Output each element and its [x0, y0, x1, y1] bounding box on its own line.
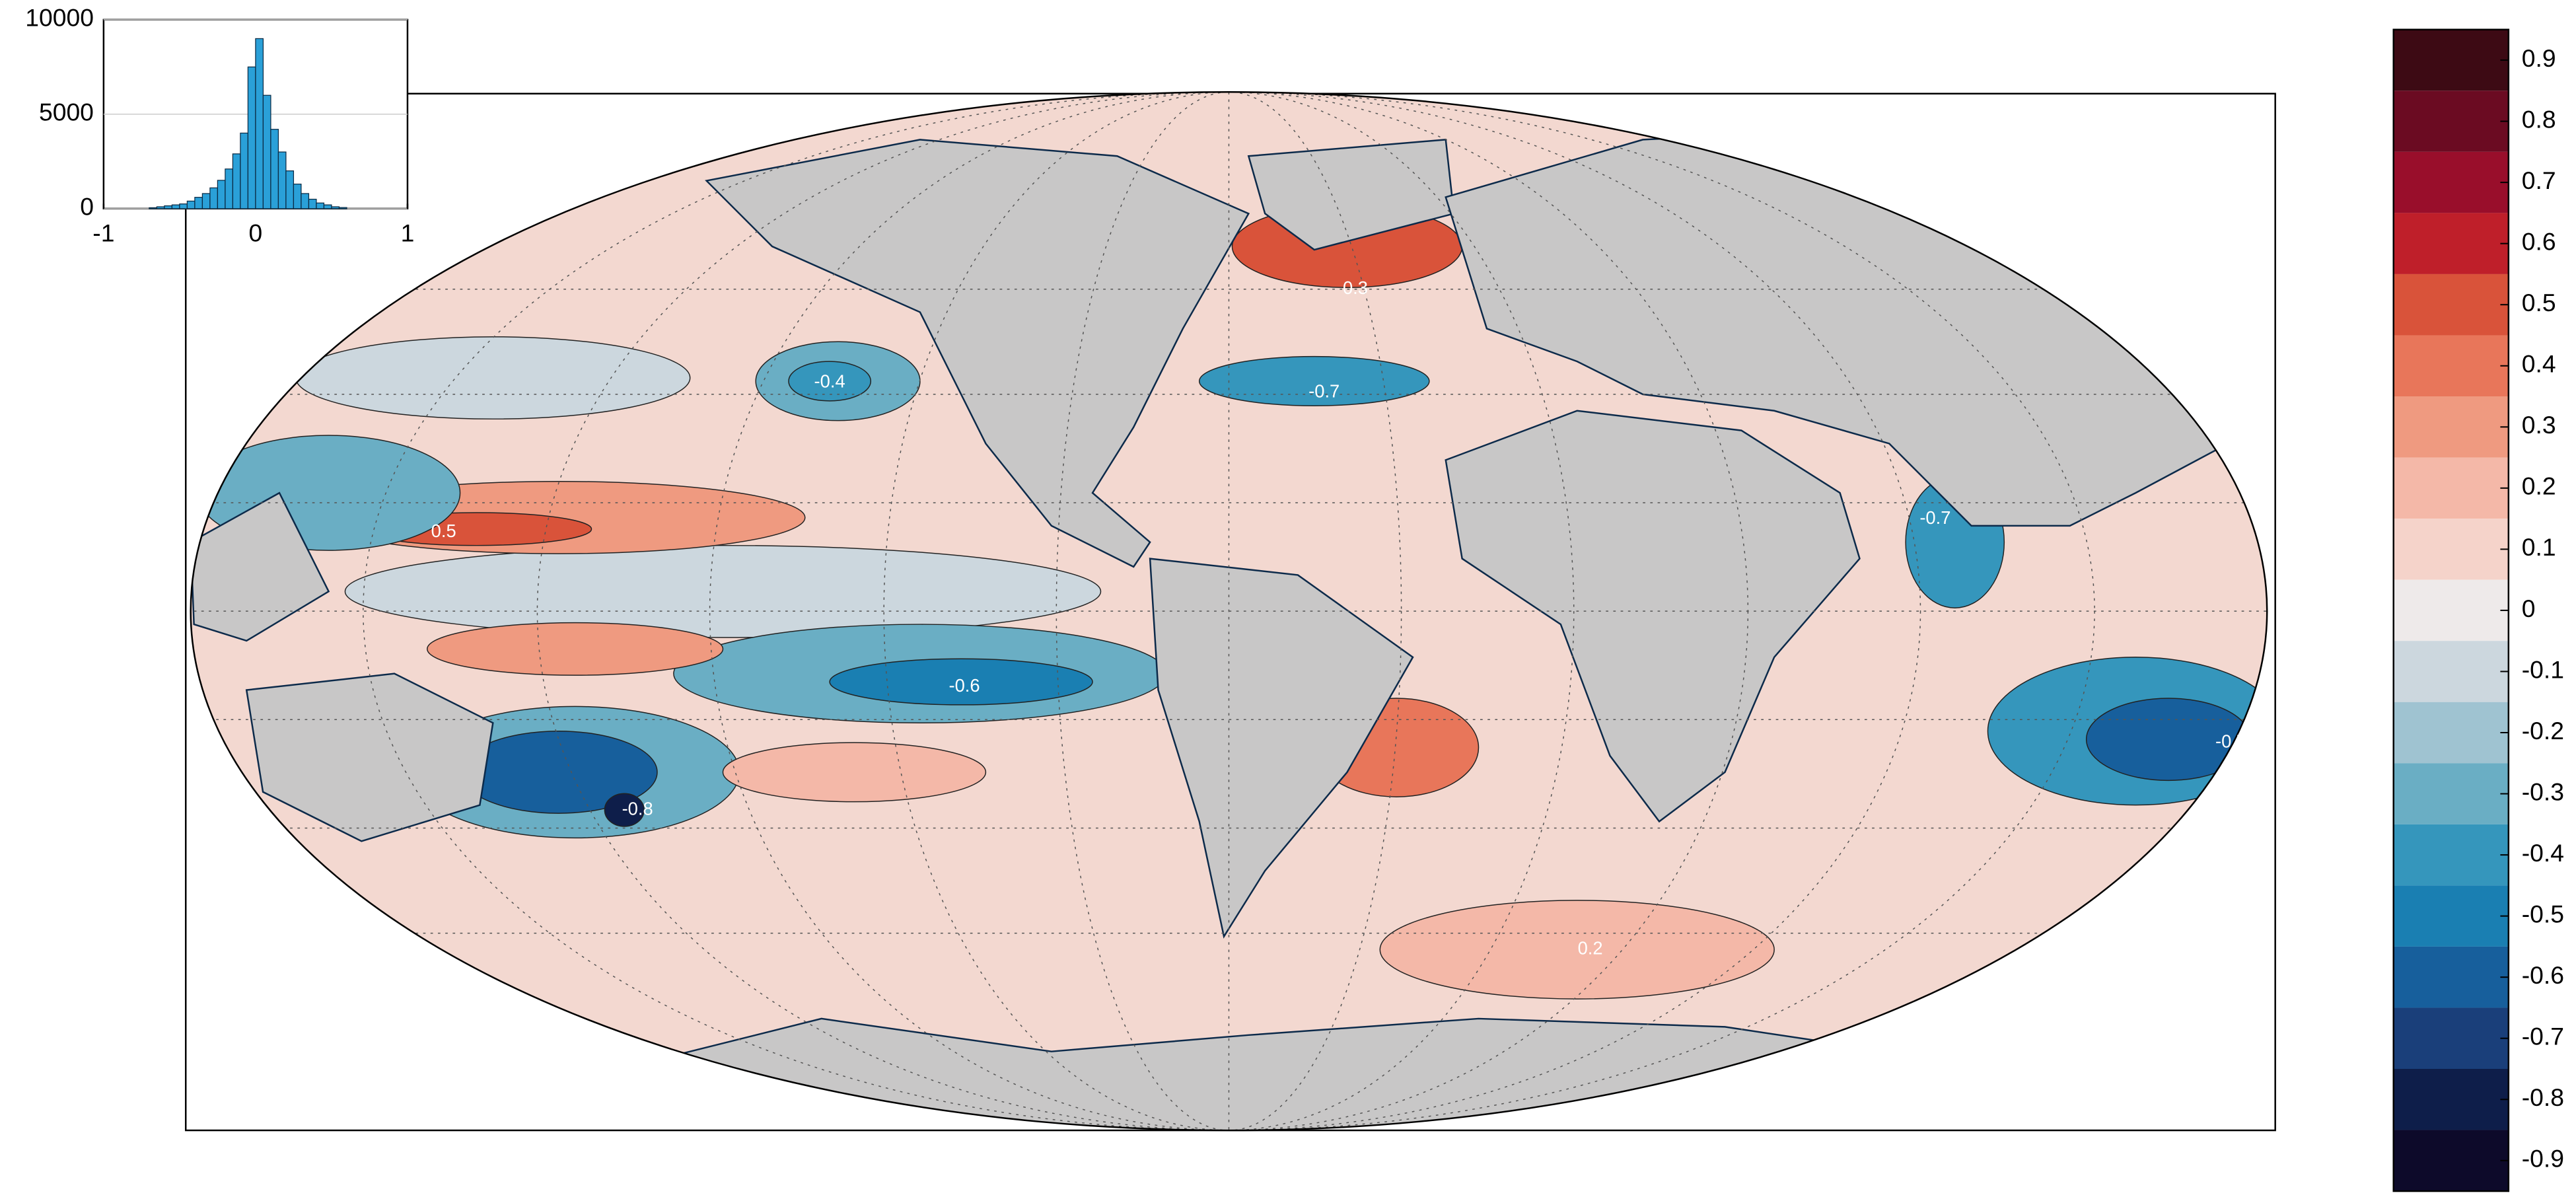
tick-label: 0.1 [2522, 533, 2556, 561]
bar [323, 204, 332, 209]
x-tick-label: -1 [92, 219, 114, 247]
bar [308, 198, 317, 209]
color-swatch [2393, 946, 2509, 1008]
bar [338, 207, 347, 209]
bar [156, 206, 165, 209]
tick-label: -0.8 [2522, 1083, 2564, 1111]
tick-label: 0.9 [2522, 44, 2556, 72]
bar [171, 204, 180, 209]
color-swatch [2393, 396, 2509, 458]
map [190, 92, 2268, 1131]
contour-label: -0.7 [1919, 507, 1950, 528]
globe-outline [190, 91, 2268, 1132]
bar [179, 203, 188, 209]
color-swatch [2393, 885, 2509, 947]
color-swatch [2393, 335, 2509, 397]
tick-label: -0.9 [2522, 1145, 2564, 1173]
contour-label: -0.7 [1308, 381, 1340, 402]
tick-label: 0.4 [2522, 350, 2556, 378]
color-swatch [2393, 273, 2509, 336]
color-swatch [2393, 579, 2509, 641]
tick-label: -0.2 [2522, 717, 2564, 745]
tick-label: 0.2 [2522, 472, 2556, 500]
color-swatch [2393, 702, 2509, 764]
contour-label: -0.4 [814, 371, 845, 392]
tick-label: 0.6 [2522, 228, 2556, 256]
tick-label: 0.5 [2522, 289, 2556, 316]
bar [201, 193, 211, 209]
graticule [190, 92, 2268, 1131]
x-tick-label: 0 [249, 219, 263, 247]
bar [149, 207, 158, 209]
anomaly-fields [196, 205, 2268, 1000]
tick-label: 0.7 [2522, 166, 2556, 194]
bar [194, 197, 203, 209]
bar [164, 205, 173, 209]
tick-label: -0.5 [2522, 900, 2564, 928]
bar [217, 180, 226, 209]
contour-labels: 0.3 -0.4 -0.7 0.5 -0.6 -0.8 -0.7 -0.7 0.2 [431, 277, 2246, 959]
y-tick-label: 0 [80, 193, 94, 221]
colorbar-frame [2392, 28, 2510, 1192]
tick-label: -0.4 [2522, 839, 2564, 867]
color-swatch [2393, 213, 2509, 274]
bar [270, 129, 279, 209]
tick-label: 0.3 [2522, 411, 2556, 439]
color-swatch [2393, 641, 2509, 702]
color-swatch [2393, 29, 2509, 91]
tick-label: -0.6 [2522, 961, 2564, 989]
color-swatch [2393, 1130, 2509, 1192]
contour-label: -0.7 [2215, 731, 2246, 751]
land [190, 122, 2260, 1131]
bar [255, 38, 264, 209]
bar [301, 193, 310, 209]
contour-label: 0.2 [1578, 938, 1603, 959]
tick-label: -0.3 [2522, 778, 2564, 805]
bar [262, 94, 271, 209]
y-tick-label: 5000 [39, 98, 94, 126]
contour-label: -0.6 [948, 675, 980, 696]
bar [240, 132, 249, 209]
tick-label: -0.7 [2522, 1023, 2564, 1050]
contour-label: -0.8 [622, 798, 653, 819]
color-swatch [2393, 1007, 2509, 1069]
contour-label: 0.3 [1343, 277, 1368, 298]
color-swatch [2393, 824, 2509, 886]
bar [285, 170, 295, 209]
bar [316, 202, 325, 209]
bar [331, 206, 340, 209]
color-swatch [2393, 1068, 2509, 1130]
bar [209, 187, 219, 209]
bar [293, 184, 302, 209]
bar [277, 151, 287, 209]
bar [232, 153, 241, 209]
colorbar: 0.9 0.8 0.7 0.6 0.5 0.4 0.3 0.2 0.1 0 -0.1 -0.2 -0.3… [2392, 28, 2564, 1192]
bar [225, 168, 234, 209]
contour-label: 0.5 [431, 521, 456, 541]
bar [247, 66, 256, 209]
y-tick-label: 10000 [25, 4, 94, 32]
tick-label: 0 [2522, 595, 2536, 622]
color-swatch [2393, 151, 2509, 213]
color-swatch [2393, 519, 2509, 580]
color-swatch [2393, 763, 2509, 824]
tick-label: 0.8 [2522, 105, 2556, 133]
x-tick-label: 1 [401, 219, 415, 247]
color-swatch [2393, 457, 2509, 519]
tick-label: -0.1 [2522, 655, 2564, 683]
color-swatch [2393, 91, 2509, 152]
bar [186, 200, 196, 209]
